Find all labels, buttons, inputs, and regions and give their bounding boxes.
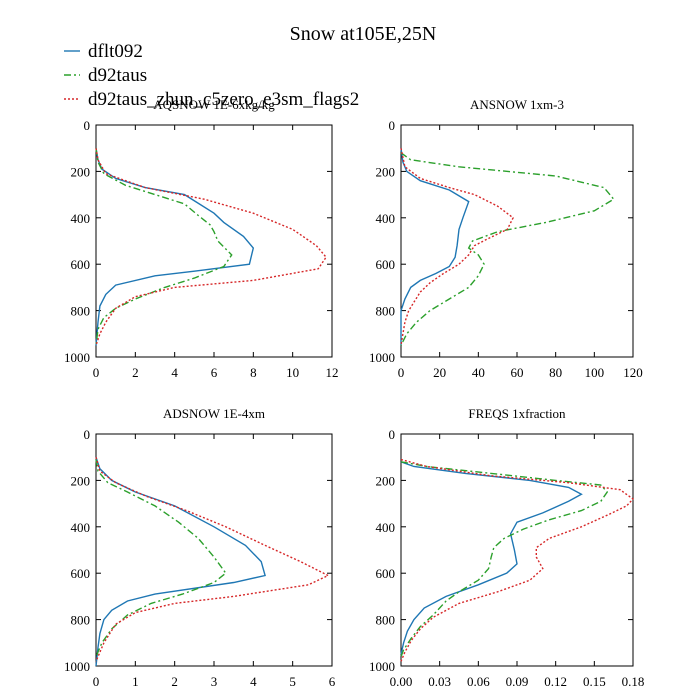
x-tick-label: 1 (132, 674, 139, 689)
y-tick-label: 200 (376, 164, 396, 179)
y-tick-label: 400 (71, 520, 91, 535)
x-tick-label: 4 (250, 674, 257, 689)
legend-label: d92taus (88, 65, 147, 86)
panel-title: AQSNOW 1E-6xkg/kg (153, 97, 275, 112)
legend: dflt092 d92taus d92taus_zhun_c5zero_e3sm_f… (64, 41, 359, 110)
series-line-dflt092 (95, 456, 266, 667)
series-line-d92taus-zhun-c5zero-e3sm-flags2 (95, 457, 330, 662)
plot-frame (95, 433, 333, 667)
x-tick-label: 3 (211, 674, 218, 689)
series-line-d92taus (95, 459, 227, 657)
x-tick-label: 2 (171, 674, 178, 689)
y-tick-label: 400 (376, 211, 396, 226)
y-tick-label: 0 (84, 427, 91, 442)
x-tick-label: 100 (585, 365, 605, 380)
x-tick-label: 40 (472, 365, 485, 380)
x-tick-label: 2 (132, 365, 139, 380)
series-line-dflt092 (95, 148, 255, 346)
y-tick-label: 800 (71, 613, 91, 628)
x-tick-label: 0.12 (544, 674, 567, 689)
legend-item: d92taus (64, 65, 147, 86)
x-tick-label: 0.15 (583, 674, 606, 689)
series-line-d92taus (95, 148, 233, 346)
x-tick-label: 20 (433, 365, 446, 380)
y-tick-label: 600 (376, 257, 396, 272)
x-tick-label: 12 (326, 365, 339, 380)
y-tick-label: 0 (389, 427, 396, 442)
y-tick-label: 0 (84, 118, 91, 133)
x-tick-label: 10 (286, 365, 299, 380)
series-line-d92taus-zhun-c5zero-e3sm-flags2 (400, 148, 514, 346)
y-tick-label: 1000 (369, 659, 395, 674)
x-tick-label: 5 (289, 674, 296, 689)
legend-item: d92taus_zhun_c5zero_e3sm_flags2 (64, 89, 359, 110)
x-tick-label: 0.09 (506, 674, 529, 689)
series-line-d92taus (400, 152, 615, 346)
series-line-dflt092 (400, 461, 583, 655)
x-tick-label: 0.03 (428, 674, 451, 689)
x-tick-label: 60 (511, 365, 524, 380)
x-tick-label: 6 (329, 674, 336, 689)
y-tick-label: 200 (376, 473, 396, 488)
y-tick-label: 1000 (64, 350, 90, 365)
x-tick-label: 0.06 (467, 674, 490, 689)
x-tick-label: 0 (398, 365, 405, 380)
legend-label: d92taus_zhun_c5zero_e3sm_flags2 (88, 89, 359, 110)
x-tick-label: 120 (623, 365, 643, 380)
y-tick-label: 1000 (369, 350, 395, 365)
panel-title: FREQS 1xfraction (468, 406, 566, 421)
x-tick-label: 8 (250, 365, 257, 380)
y-tick-label: 600 (71, 566, 91, 581)
plot-frame (95, 124, 333, 358)
panel-title: ANSNOW 1xm-3 (470, 97, 564, 112)
y-tick-label: 800 (71, 304, 91, 319)
y-tick-label: 400 (376, 520, 396, 535)
legend-item: dflt092 (64, 41, 143, 62)
x-tick-label: 4 (171, 365, 178, 380)
y-tick-label: 200 (71, 473, 91, 488)
y-tick-label: 800 (376, 613, 396, 628)
x-tick-label: 0.18 (622, 674, 645, 689)
series-line-dflt092 (400, 148, 470, 346)
y-tick-label: 200 (71, 164, 91, 179)
y-tick-label: 600 (71, 257, 91, 272)
x-tick-label: 6 (211, 365, 218, 380)
y-tick-label: 1000 (64, 659, 90, 674)
panel-title: ADSNOW 1E-4xm (163, 406, 265, 421)
chart-title: Snow at105E,25N (290, 23, 437, 45)
y-tick-label: 400 (71, 211, 91, 226)
x-tick-label: 0 (93, 365, 100, 380)
series-line-d92taus-zhun-c5zero-e3sm-flags2 (95, 148, 327, 346)
y-tick-label: 0 (389, 118, 396, 133)
x-tick-label: 0.00 (390, 674, 413, 689)
y-tick-label: 600 (376, 566, 396, 581)
y-tick-label: 800 (376, 304, 396, 319)
series-line-d92taus (400, 461, 609, 657)
legend-label: dflt092 (88, 41, 143, 62)
plot-frame (400, 124, 634, 358)
x-tick-label: 80 (549, 365, 562, 380)
x-tick-label: 0 (93, 674, 100, 689)
